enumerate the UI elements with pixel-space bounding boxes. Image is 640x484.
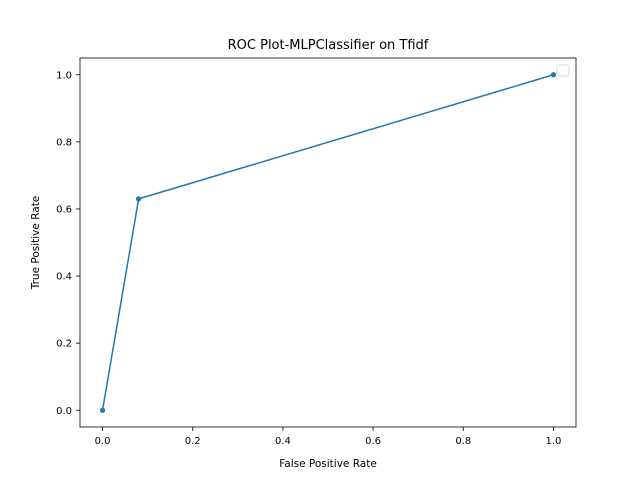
- y-tick-label: 0.2: [56, 339, 72, 350]
- x-tick-label: 0.6: [365, 436, 381, 447]
- series-layer: [99, 72, 557, 413]
- y-tick-label: 0.8: [56, 137, 72, 148]
- ticks-layer: 0.0 0.2 0.4 0.6 0.8 1.0 0.0 0.2 0.4 0.6 0.8 1.0: [56, 70, 561, 447]
- x-tick-label: 0.0: [95, 436, 111, 447]
- x-tick-label: 0.8: [455, 436, 471, 447]
- y-tick-label: 0.4: [56, 272, 72, 283]
- roc-curve-point: [99, 407, 106, 413]
- x-tick-label: 1.0: [546, 436, 562, 447]
- chart-title: ROC Plot-MLPClassifier on Tfidf: [228, 38, 429, 53]
- x-axis-label: False Positive Rate: [279, 458, 377, 470]
- y-tick-label: 1.0: [56, 70, 72, 81]
- x-tick-label: 0.4: [275, 436, 291, 447]
- roc-curve-point: [136, 196, 142, 202]
- roc-curve-point: [550, 72, 557, 78]
- legend-box: [556, 64, 570, 77]
- x-tick-label: 0.2: [185, 436, 201, 447]
- y-tick-label: 0.6: [56, 205, 72, 216]
- y-tick-label: 0.0: [56, 406, 72, 417]
- axes-frame: [79, 57, 577, 428]
- y-axis-label: True Positive Rate: [30, 196, 42, 291]
